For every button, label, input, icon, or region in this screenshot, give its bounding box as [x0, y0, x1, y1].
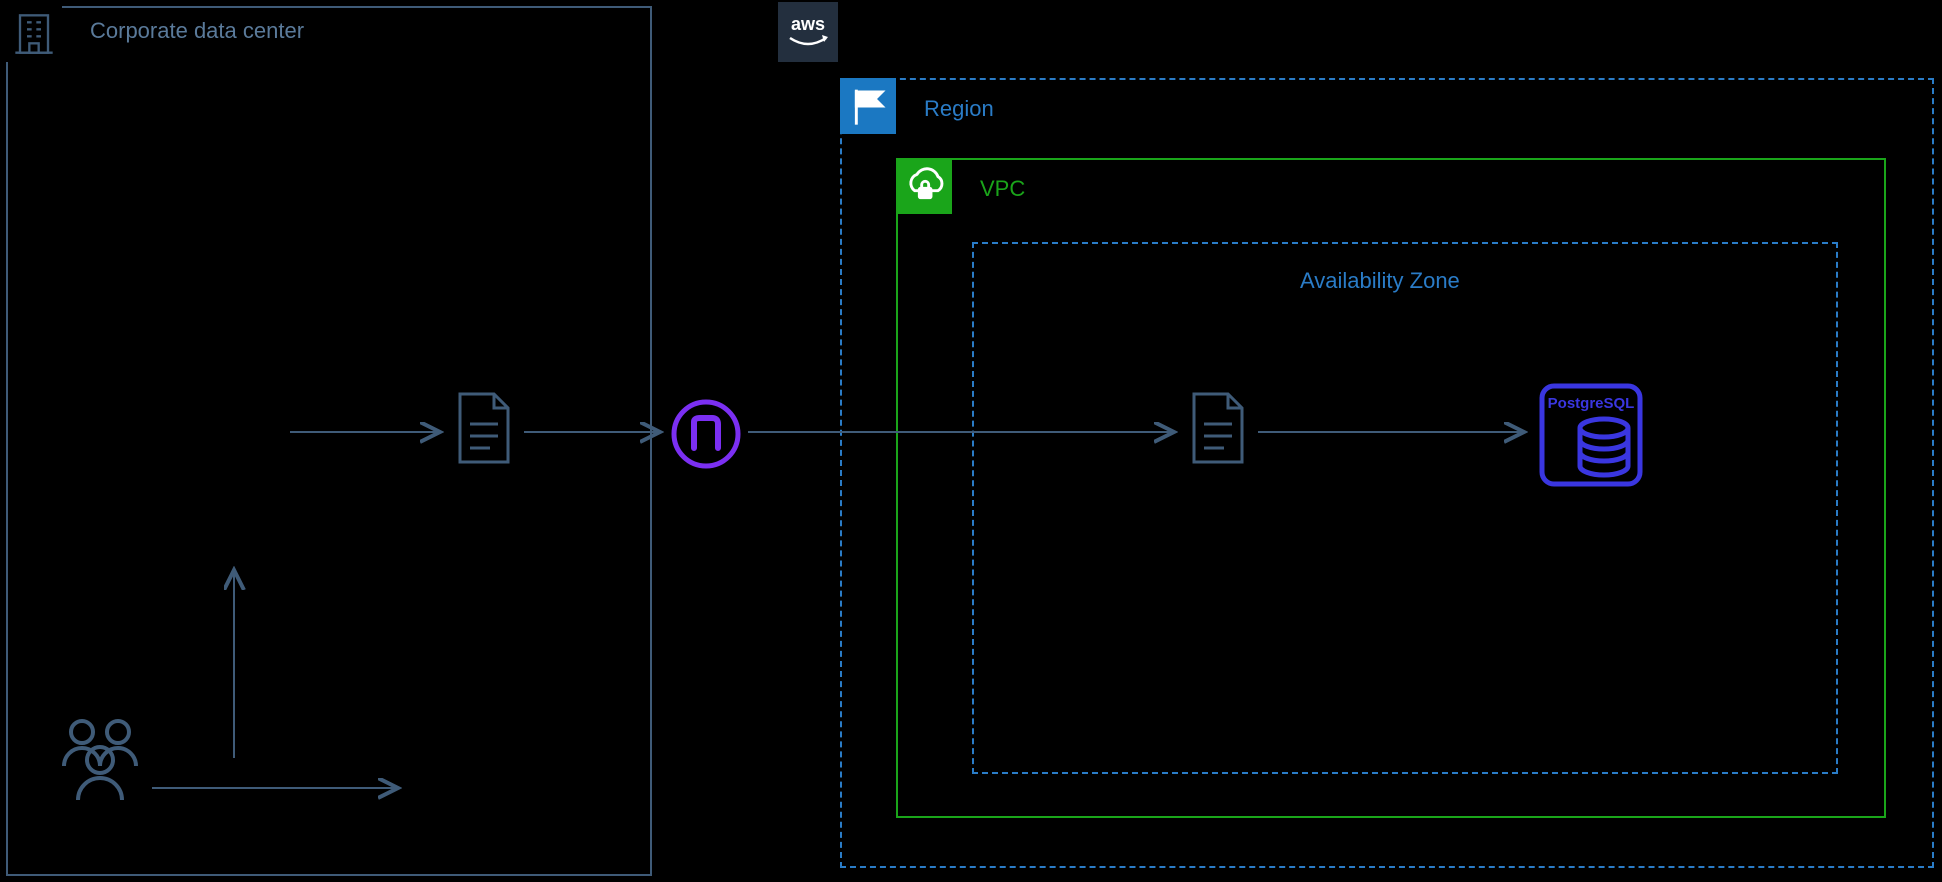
- arrows-layer: [0, 0, 1942, 882]
